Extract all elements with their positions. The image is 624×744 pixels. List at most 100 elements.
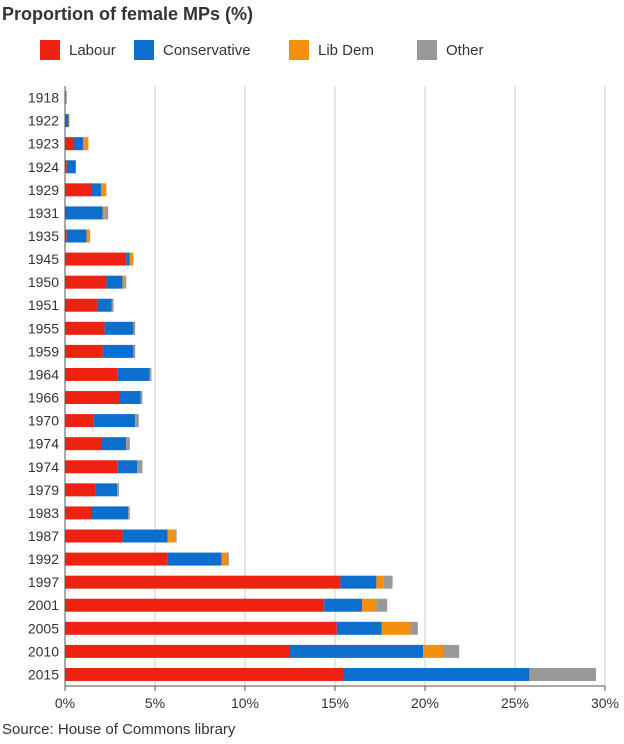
bar-labour-7 bbox=[65, 252, 127, 266]
bar-conservative-24 bbox=[290, 644, 424, 658]
bar-conservative-1 bbox=[65, 114, 69, 128]
legend-item-other: Other bbox=[417, 40, 484, 60]
bar-conservative-25 bbox=[344, 667, 530, 681]
bar-labour-3 bbox=[65, 160, 67, 174]
bar-labour-22 bbox=[65, 598, 325, 612]
bar-conservative-2 bbox=[74, 137, 83, 151]
x-tick-label: 20% bbox=[411, 695, 439, 711]
bar-other-19 bbox=[174, 529, 177, 543]
x-tick-label: 30% bbox=[591, 695, 619, 711]
bar-lib-dem-2 bbox=[83, 137, 89, 151]
x-tick-label: 15% bbox=[321, 695, 349, 711]
bar-labour-19 bbox=[65, 529, 123, 543]
bar-lib-dem-21 bbox=[376, 575, 384, 589]
bar-other-24 bbox=[443, 644, 460, 658]
bar-labour-17 bbox=[65, 483, 96, 497]
bar-lib-dem-7 bbox=[129, 252, 134, 266]
bar-other-17 bbox=[117, 483, 119, 497]
y-tick-label: 1945 bbox=[28, 251, 59, 267]
x-tick-label: 0% bbox=[55, 695, 75, 711]
bar-conservative-8 bbox=[106, 275, 123, 289]
bar-conservative-20 bbox=[167, 552, 222, 566]
legend-label-labour: Labour bbox=[69, 41, 116, 59]
bar-labour-2 bbox=[65, 137, 74, 151]
y-tick-label: 1923 bbox=[28, 136, 59, 152]
y-tick-label: 2005 bbox=[28, 620, 59, 636]
bar-other-18 bbox=[128, 506, 130, 520]
bar-other-20 bbox=[227, 552, 229, 566]
bar-labour-25 bbox=[65, 667, 344, 681]
bar-conservative-15 bbox=[101, 437, 127, 451]
y-tick-label: 1931 bbox=[28, 205, 59, 221]
bar-other-14 bbox=[135, 414, 139, 428]
y-tick-label: 1951 bbox=[28, 297, 59, 313]
y-tick-label: 1924 bbox=[28, 159, 59, 175]
y-tick-label: 1955 bbox=[28, 320, 59, 336]
bar-other-21 bbox=[383, 575, 393, 589]
bar-conservative-4 bbox=[92, 183, 101, 197]
y-tick-label: 1964 bbox=[28, 366, 59, 382]
legend-swatch-labour bbox=[40, 40, 60, 60]
y-tick-label: 1922 bbox=[28, 113, 59, 129]
bar-conservative-14 bbox=[93, 414, 136, 428]
y-tick-label: 1935 bbox=[28, 228, 59, 244]
bar-lib-dem-1 bbox=[68, 114, 70, 128]
bar-other-16 bbox=[137, 460, 143, 474]
bar-conservative-5 bbox=[65, 206, 103, 220]
bar-conservative-19 bbox=[122, 529, 168, 543]
bar-conservative-7 bbox=[126, 252, 130, 266]
bar-labour-13 bbox=[65, 391, 119, 405]
bar-labour-8 bbox=[65, 275, 107, 289]
legend-swatch-other bbox=[417, 40, 437, 60]
bar-lib-dem-4 bbox=[101, 183, 107, 197]
bar-other-15 bbox=[126, 437, 130, 451]
legend-label-libdem: Lib Dem bbox=[318, 41, 374, 59]
bar-conservative-11 bbox=[102, 344, 134, 358]
bar-lib-dem-8 bbox=[122, 275, 125, 289]
y-tick-label: 1979 bbox=[28, 482, 59, 498]
legend-item-labour: Labour bbox=[40, 40, 116, 60]
legend-label-conservative: Conservative bbox=[163, 41, 251, 59]
bar-other-5 bbox=[104, 206, 109, 220]
bar-other-8 bbox=[124, 275, 127, 289]
legend-swatch-conservative bbox=[134, 40, 154, 60]
y-tick-label: 1950 bbox=[28, 274, 59, 290]
bar-other-23 bbox=[410, 621, 418, 635]
bar-labour-4 bbox=[65, 183, 92, 197]
y-tick-label: 1987 bbox=[28, 528, 59, 544]
y-tick-label: 1929 bbox=[28, 182, 59, 198]
chart-title: Proportion of female MPs (%) bbox=[2, 4, 254, 24]
y-tick-label: 2010 bbox=[28, 643, 59, 659]
x-tick-label: 10% bbox=[231, 695, 259, 711]
bar-labour-16 bbox=[65, 460, 118, 474]
bar-labour-9 bbox=[65, 298, 98, 312]
bar-lib-dem-6 bbox=[86, 229, 91, 243]
bar-conservative-12 bbox=[117, 367, 150, 381]
bar-conservative-17 bbox=[95, 483, 118, 497]
bar-conservative-21 bbox=[340, 575, 377, 589]
bar-lib-dem-24 bbox=[423, 644, 443, 658]
y-tick-label: 1970 bbox=[28, 413, 59, 429]
bar-other-13 bbox=[140, 391, 143, 405]
bar-labour-6 bbox=[65, 229, 67, 243]
x-tick-label: 5% bbox=[145, 695, 165, 711]
bar-labour-15 bbox=[65, 437, 101, 451]
legend-item-conservative: Conservative bbox=[134, 40, 251, 60]
bar-lib-dem-23 bbox=[381, 621, 411, 635]
bar-other-22 bbox=[376, 598, 388, 612]
bar-other-11 bbox=[133, 344, 136, 358]
bar-conservative-22 bbox=[324, 598, 362, 612]
bar-labour-23 bbox=[65, 621, 337, 635]
y-tick-label: 1974 bbox=[28, 459, 59, 475]
y-tick-label: 1992 bbox=[28, 551, 59, 567]
bar-labour-14 bbox=[65, 414, 94, 428]
bar-conservative-9 bbox=[97, 298, 112, 312]
bar-lib-dem-5 bbox=[102, 206, 105, 220]
y-tick-label: 1966 bbox=[28, 390, 59, 406]
y-tick-label: 1983 bbox=[28, 505, 59, 521]
bar-labour-21 bbox=[65, 575, 341, 589]
bar-lib-dem-22 bbox=[362, 598, 377, 612]
x-tick-label: 25% bbox=[501, 695, 529, 711]
bar-lib-dem-20 bbox=[221, 552, 227, 566]
